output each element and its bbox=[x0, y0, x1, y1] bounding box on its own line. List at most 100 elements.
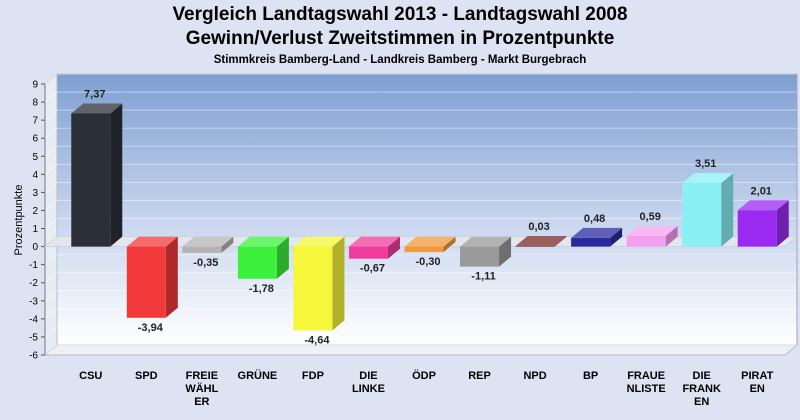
category-label: EN bbox=[750, 383, 765, 395]
bar bbox=[348, 246, 388, 259]
category-label: DIE bbox=[693, 370, 711, 382]
bar bbox=[460, 246, 500, 267]
bar-side bbox=[499, 236, 512, 267]
gridline-side bbox=[44, 91, 58, 103]
y-tick-label: -5 bbox=[29, 332, 38, 343]
gridline-side bbox=[44, 290, 58, 302]
bar-side bbox=[276, 236, 289, 279]
y-tick-label: 3 bbox=[32, 188, 38, 199]
y-tick-label: -6 bbox=[29, 351, 38, 362]
y-axis-label: Prozentpunkte bbox=[13, 185, 25, 256]
bar-top bbox=[682, 173, 734, 184]
bar bbox=[237, 246, 277, 279]
gridline-side bbox=[44, 218, 58, 229]
bar-side bbox=[610, 227, 623, 247]
data-label: -4,64 bbox=[304, 334, 330, 346]
data-label: 2,01 bbox=[751, 185, 772, 197]
bar-top bbox=[737, 200, 789, 211]
gridline-side bbox=[44, 163, 58, 175]
bar-side bbox=[332, 236, 345, 331]
bar bbox=[737, 210, 777, 247]
bar-top bbox=[71, 103, 123, 114]
category-label: FRANK bbox=[682, 383, 721, 395]
gridline-side bbox=[44, 109, 58, 121]
y-tick-label: -4 bbox=[29, 314, 38, 325]
category-label: PIRAT bbox=[741, 370, 773, 382]
gridline-side bbox=[44, 145, 58, 157]
category-label: REP bbox=[468, 370, 491, 382]
data-label: -0,35 bbox=[193, 257, 218, 269]
y-tick-label: 2 bbox=[32, 206, 38, 217]
y-tick-label: 1 bbox=[32, 224, 38, 235]
category-label: NPD bbox=[523, 370, 546, 382]
bar-side bbox=[110, 103, 123, 247]
bar bbox=[626, 235, 666, 247]
data-label: 0,48 bbox=[584, 213, 605, 225]
bar-side bbox=[665, 225, 678, 247]
category-label: CSU bbox=[79, 370, 102, 382]
bar bbox=[682, 183, 722, 247]
gridline-side bbox=[44, 200, 58, 211]
category-label: SPD bbox=[135, 370, 158, 382]
data-label: 3,51 bbox=[695, 158, 716, 170]
bar-top bbox=[626, 225, 678, 236]
bar bbox=[571, 237, 611, 247]
bar-top bbox=[571, 227, 623, 238]
gridline-side bbox=[44, 308, 58, 320]
bar-top bbox=[237, 236, 289, 247]
data-label: 0,03 bbox=[528, 221, 549, 233]
bar-top bbox=[126, 236, 178, 247]
data-label: 0,59 bbox=[639, 211, 660, 223]
category-label: NLISTE bbox=[627, 383, 666, 395]
gridline-side bbox=[44, 254, 58, 266]
category-label: EN bbox=[694, 396, 709, 408]
data-label: -1,11 bbox=[471, 271, 495, 283]
bar-top bbox=[460, 236, 512, 247]
y-tick-label: 7 bbox=[32, 116, 38, 127]
bar bbox=[126, 246, 166, 318]
y-tick-label: 0 bbox=[32, 242, 38, 253]
gridline-side bbox=[44, 344, 58, 356]
y-tick-label: -1 bbox=[29, 260, 38, 271]
gridline-side bbox=[44, 73, 58, 85]
bar bbox=[515, 246, 555, 247]
category-label: FDP bbox=[302, 370, 324, 382]
data-label: -0,30 bbox=[415, 256, 440, 268]
bar-top bbox=[293, 236, 345, 247]
y-tick-label: -2 bbox=[29, 278, 38, 289]
y-tick-label: 8 bbox=[32, 98, 38, 109]
category-label: GRÜNE bbox=[238, 369, 278, 382]
y-tick-label: 6 bbox=[32, 134, 38, 145]
bar-top bbox=[515, 236, 567, 247]
bar-side bbox=[387, 236, 400, 259]
data-label: -3,94 bbox=[138, 322, 164, 334]
category-label: FREIE bbox=[186, 370, 218, 382]
gridline-side bbox=[44, 182, 58, 193]
bar bbox=[182, 246, 222, 253]
data-label: -0,67 bbox=[360, 263, 385, 275]
gridline-side bbox=[44, 272, 58, 284]
bar-side bbox=[776, 200, 789, 247]
y-tick-label: 9 bbox=[32, 80, 38, 91]
bar bbox=[404, 246, 444, 253]
y-tick-label: 5 bbox=[32, 152, 38, 163]
chart-subtitle: Gewinn/Verlust Zweitstimmen in Prozentpu… bbox=[185, 28, 615, 49]
category-label: LINKE bbox=[352, 383, 385, 395]
bar-side bbox=[554, 236, 567, 247]
gridline-side bbox=[44, 127, 58, 139]
gridline-side bbox=[44, 326, 58, 338]
category-label: ER bbox=[194, 396, 209, 408]
y-tick-label: -3 bbox=[29, 296, 38, 307]
category-label: DIE bbox=[359, 370, 377, 382]
category-label: FRAUE bbox=[627, 370, 665, 382]
category-label: ÖDP bbox=[412, 369, 436, 382]
category-label: WÄHL bbox=[185, 382, 218, 395]
category-label: BP bbox=[583, 370, 598, 382]
data-label: 7,37 bbox=[84, 88, 105, 100]
chart-side-wall bbox=[44, 72, 58, 357]
bar-side bbox=[221, 236, 234, 253]
bar-side bbox=[721, 173, 734, 247]
bar bbox=[71, 113, 111, 247]
